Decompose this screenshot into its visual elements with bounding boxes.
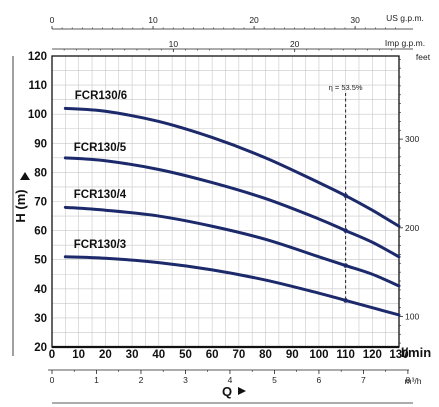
- y-tick-label: 110: [28, 80, 47, 92]
- efficiency-line-group: η = 53.5%: [329, 83, 363, 303]
- efficiency-point: [343, 263, 348, 268]
- q-axis-arrow-icon: [238, 387, 246, 395]
- y-tick-label: 80: [34, 167, 47, 179]
- feet-axis: feet 100 200 300: [399, 52, 431, 344]
- y-tick-label: 30: [34, 313, 47, 325]
- m3h-tick-label: 4: [228, 375, 233, 385]
- m3h-tick-label: 8: [406, 375, 411, 385]
- us-gpm-tick-label: 30: [350, 15, 360, 25]
- m3h-axis: m³/h 0 1 2 3 4 5 6 7 8: [48, 369, 422, 404]
- efficiency-point: [343, 298, 348, 303]
- series-label: FCR130/5: [74, 142, 127, 154]
- x-tick-label: 120: [363, 349, 382, 361]
- m3h-tick-label: 5: [272, 375, 277, 385]
- y-tick-label: 90: [34, 138, 47, 150]
- x-tick-label: 100: [309, 349, 328, 361]
- x-tick-label: 110: [336, 349, 355, 361]
- series-line: [63, 106, 401, 228]
- svg-text:H (m): H (m): [13, 189, 28, 222]
- feet-tick-label: 300: [405, 134, 419, 144]
- x-tick-label: 60: [206, 349, 219, 361]
- y-tick-label: 60: [34, 226, 47, 238]
- main-axis-ticks: 0 10 20 30 40 50 60 70 80 90 100 110 120 130 20 30 40 50 6…: [28, 51, 409, 361]
- m3h-tick-label: 3: [183, 375, 188, 385]
- imp-gpm-tick-label: 10: [169, 39, 179, 49]
- x-tick-label: 50: [179, 349, 192, 361]
- y-tick-label: 120: [28, 51, 47, 63]
- x-tick-label: 30: [126, 349, 139, 361]
- series-line: [63, 205, 401, 288]
- m3h-tick-label: 7: [361, 375, 366, 385]
- x-tick-label: 10: [72, 349, 85, 361]
- series-line: [63, 255, 401, 317]
- top-flow-axes: US g.p.m. Imp g.p.m. 0 10 20 30 10 20: [50, 13, 425, 52]
- x-tick-label: 70: [232, 349, 245, 361]
- y-tick-label: 40: [34, 284, 47, 296]
- y-tick-label: 100: [28, 109, 47, 121]
- series-label: FCR130/6: [75, 90, 127, 102]
- pump-curves: FCR130/6 FCR130/5 FCR130/4 FCR130/3: [63, 90, 401, 317]
- y-tick-label: 70: [34, 197, 47, 209]
- efficiency-point: [343, 193, 348, 198]
- efficiency-label: η = 53.5%: [329, 83, 363, 92]
- feet-unit-label: feet: [416, 52, 431, 62]
- y-tick-label: 50: [34, 255, 47, 267]
- x-tick-label: 40: [152, 349, 165, 361]
- plot-grid: [12, 55, 400, 356]
- efficiency-point: [343, 228, 348, 233]
- us-gpm-unit-label: US g.p.m.: [386, 13, 424, 23]
- us-gpm-tick-label: 0: [50, 15, 55, 25]
- x-tick-label: 20: [99, 349, 112, 361]
- us-gpm-tick-label: 10: [148, 15, 158, 25]
- m3h-tick-label: 0: [50, 375, 55, 385]
- series-label: FCR130/4: [74, 189, 127, 201]
- m3h-tick-label: 2: [139, 375, 144, 385]
- m3h-tick-label: 1: [94, 375, 99, 385]
- m3h-tick-label: 6: [317, 375, 322, 385]
- us-gpm-tick-label: 20: [249, 15, 259, 25]
- x-tick-label: 90: [286, 349, 299, 361]
- x-tick-label: 130: [389, 349, 408, 361]
- feet-tick-label: 100: [405, 312, 419, 322]
- imp-gpm-unit-label: Imp g.p.m.: [385, 38, 425, 48]
- series-line: [63, 156, 401, 259]
- q-axis-title: Q: [222, 384, 232, 399]
- feet-tick-label: 200: [405, 223, 419, 233]
- y-axis-title: H (m): [13, 189, 28, 222]
- m3h-unit-label: m³/h: [405, 376, 422, 386]
- x-tick-label: 0: [49, 349, 55, 361]
- x-tick-label: 80: [259, 349, 272, 361]
- y-axis-arrow-icon: [20, 172, 30, 180]
- x-axis-unit-label: l/min: [401, 345, 431, 360]
- imp-gpm-tick-label: 20: [290, 39, 300, 49]
- series-label: FCR130/3: [74, 239, 126, 251]
- y-tick-label: 20: [34, 342, 47, 354]
